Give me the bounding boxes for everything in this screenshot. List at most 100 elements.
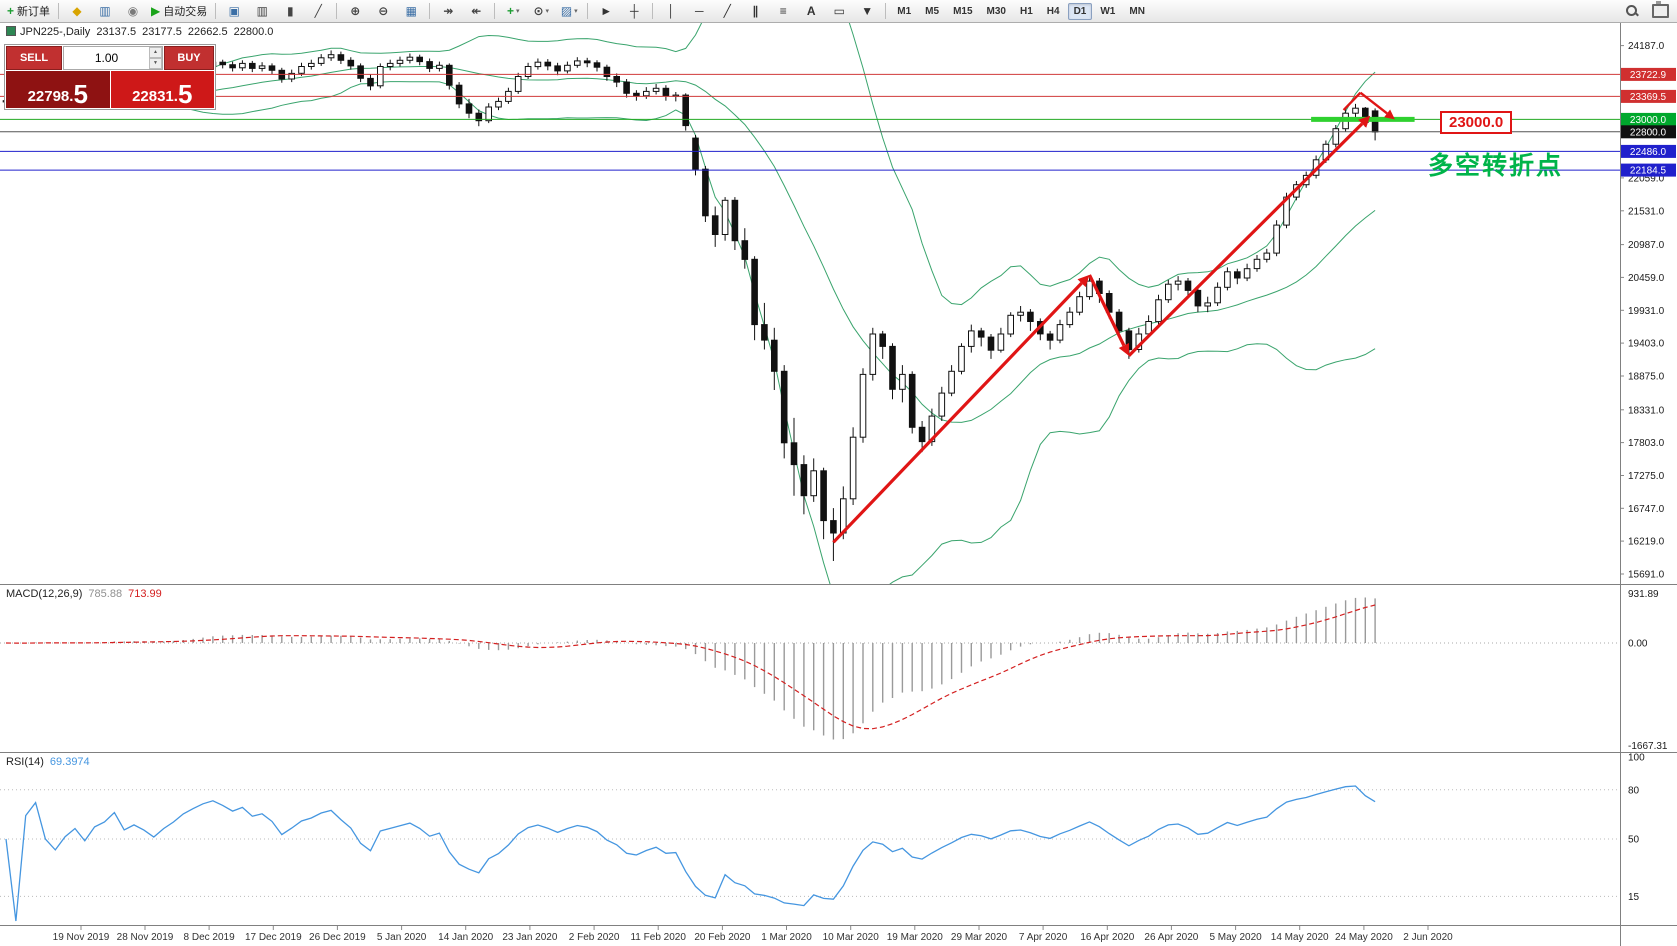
sell-price[interactable]: 22798. 5 — [6, 71, 110, 108]
price-level-label: 23000.0 — [1440, 111, 1513, 134]
toolbar-separator — [885, 3, 887, 19]
chart-shift-icon[interactable]: ↞ — [471, 4, 482, 18]
turning-point-annotation: 多空转折点 — [1428, 152, 1564, 180]
date-axis-label: 23 Jan 2020 — [502, 932, 557, 943]
rsi-line — [5, 785, 1376, 922]
bollinger-lower-band — [5, 81, 1376, 584]
auto-scroll-icon[interactable]: ↠ — [443, 4, 454, 18]
ohlc-open: 23137.5 — [96, 26, 137, 38]
templates-icon[interactable]: ▨ ▾ — [560, 4, 578, 18]
chart-symbol-icon — [6, 26, 16, 36]
price-line-badge — [1621, 163, 1676, 177]
horizontal-line-icon[interactable]: ─ — [694, 4, 704, 18]
timeframe-M15-button[interactable]: M15 — [953, 5, 973, 17]
data-window-icon[interactable]: ▥ — [99, 4, 111, 18]
trend-arrows — [832, 91, 1395, 544]
rsi-axis-label: 15 — [1628, 892, 1640, 903]
macd-signal-value: 713.99 — [128, 588, 162, 600]
grid-icon[interactable]: ▦ — [405, 4, 417, 18]
price-line-badge — [1621, 89, 1676, 103]
timeframe-D1-button[interactable]: D1 — [1067, 2, 1093, 20]
text-icon[interactable]: A — [806, 4, 816, 18]
macd-panel: 931.89 0.00 -1667.31 — [0, 589, 1668, 752]
auto-trading-button[interactable]: ▶ 自动交易 — [151, 4, 208, 18]
chart-canvas[interactable]: 24187.0 22059.0 21531.0 20987.0 20459.0 19931… — [0, 23, 1677, 946]
cursor-icon[interactable]: ► — [600, 4, 613, 18]
new-order-button[interactable]: + 新订单 — [7, 4, 51, 18]
timeframe-M5-button[interactable]: M5 — [925, 5, 940, 17]
bollinger-upper-band — [5, 23, 1376, 306]
ohlc-close: 22800.0 — [233, 26, 274, 38]
macd-axis-zero: 0.00 — [1628, 639, 1648, 650]
chevron-down-icon: ▾ — [574, 8, 578, 15]
print-icon[interactable] — [1647, 1, 1673, 22]
volume-field: ▲ ▼ — [63, 46, 163, 70]
date-axis-label: 7 Apr 2020 — [1019, 932, 1068, 943]
date-axis-label: 14 May 2020 — [1271, 932, 1329, 943]
main-toolbar: + 新订单 ◆ ▥ ◉ ▶ 自动交易 ▣ ▥ ▮ ╱ ⊕ ⊖ ▦ ↠ ↞ + ▾ ⊙ ▾ ▨ ▾ ► ┼ │ ─ ╱ ∥ ≡ A ▭ ▼ M1 M… — [0, 0, 1677, 23]
price-axis[interactable]: 24187.0 22059.0 21531.0 20987.0 20459.0 19931… — [1620, 41, 1676, 581]
zoom-in-icon[interactable]: ⊕ — [350, 4, 361, 18]
volume-up-button[interactable]: ▲ — [149, 47, 162, 58]
trendline-icon[interactable]: ╱ — [723, 4, 731, 18]
toolbar-separator — [429, 3, 431, 19]
timeframe-M1-button[interactable]: M1 — [897, 5, 912, 17]
date-axis-label: 14 Jan 2020 — [438, 932, 493, 943]
buy-price[interactable]: 22831. 5 — [110, 71, 214, 108]
chevron-down-icon: ▾ — [516, 8, 520, 15]
date-axis-label: 24 May 2020 — [1335, 932, 1393, 943]
sell-button[interactable]: SELL — [6, 46, 62, 70]
macd-signal-line — [5, 604, 1376, 730]
toolbar-separator — [494, 3, 496, 19]
navigator-icon[interactable]: ◉ — [127, 4, 139, 18]
crosshair-icon[interactable]: ┼ — [629, 4, 639, 18]
price-line-badge — [1621, 67, 1676, 81]
price-axis-label: 18875.0 — [1628, 372, 1665, 383]
market-watch-icon[interactable]: ◆ — [72, 4, 82, 18]
channel-icon[interactable]: ∥ — [752, 4, 759, 18]
line-chart-icon[interactable]: ╱ — [314, 4, 322, 18]
zoom-out-icon[interactable]: ⊖ — [378, 4, 389, 18]
buy-button[interactable]: BUY — [164, 46, 214, 70]
timeframe-W1-button[interactable]: W1 — [1100, 5, 1116, 17]
timeframe-H1-button[interactable]: H1 — [1019, 5, 1033, 17]
date-axis-label: 11 Feb 2020 — [630, 932, 686, 943]
price-axis-label: 16219.0 — [1628, 537, 1665, 548]
toolbar-separator — [336, 3, 338, 19]
candlestick-chart-icon[interactable]: ▮ — [286, 4, 294, 18]
svg-text:22800.0: 22800.0 — [1630, 127, 1667, 138]
volume-down-button[interactable]: ▼ — [149, 58, 162, 69]
rsi-indicator-label: RSI(14) 69.3974 — [6, 756, 90, 768]
toolbar-separator — [587, 3, 589, 19]
one-click-trading-panel: SELL ▲ ▼ BUY 22798.5 22831.5 — [4, 44, 216, 110]
shapes-icon[interactable]: ▼ — [861, 4, 874, 18]
price-line-badge — [1621, 125, 1676, 139]
timeframe-H4-button[interactable]: H4 — [1046, 5, 1060, 17]
bar-chart-icon[interactable]: ▥ — [256, 4, 268, 18]
indicators-icon[interactable]: + ▾ — [506, 4, 520, 18]
rsi-axis-label: 80 — [1628, 785, 1640, 796]
date-axis-label: 17 Dec 2019 — [245, 932, 302, 943]
vertical-line-icon[interactable]: │ — [667, 4, 676, 18]
price-axis-label: 20459.0 — [1628, 273, 1665, 284]
macd-indicator-label: MACD(12,26,9) 785.88 713.99 — [6, 588, 162, 600]
timeframe-M30-button[interactable]: M30 — [986, 5, 1006, 17]
fibonacci-icon[interactable]: ≡ — [779, 4, 787, 18]
chart-symbol-period: JPN225-,Daily — [20, 26, 91, 38]
date-axis[interactable]: 19 Nov 2019 28 Nov 2019 8 Dec 2019 17 Dec 2… — [53, 926, 1454, 943]
price-axis-label: 21531.0 — [1628, 206, 1665, 217]
timeframe-MN-button[interactable]: MN — [1129, 5, 1145, 17]
periods-icon[interactable]: ⊙ ▾ — [533, 4, 550, 18]
search-icon[interactable] — [1619, 1, 1645, 22]
price-axis-label: 24187.0 — [1628, 41, 1665, 52]
label-icon[interactable]: ▭ — [833, 4, 845, 18]
date-axis-label: 16 Apr 2020 — [1080, 932, 1134, 943]
ohlc-high: 23177.5 — [142, 26, 182, 38]
date-axis-label: 29 Mar 2020 — [951, 932, 1008, 943]
rsi-value: 69.3974 — [49, 756, 90, 768]
macd-axis-min: -1667.31 — [1628, 741, 1668, 752]
volume-input[interactable] — [64, 47, 149, 69]
date-axis-label: 8 Dec 2019 — [184, 932, 236, 943]
tile-windows-icon[interactable]: ▣ — [228, 4, 240, 18]
date-axis-label: 10 Mar 2020 — [823, 932, 880, 943]
